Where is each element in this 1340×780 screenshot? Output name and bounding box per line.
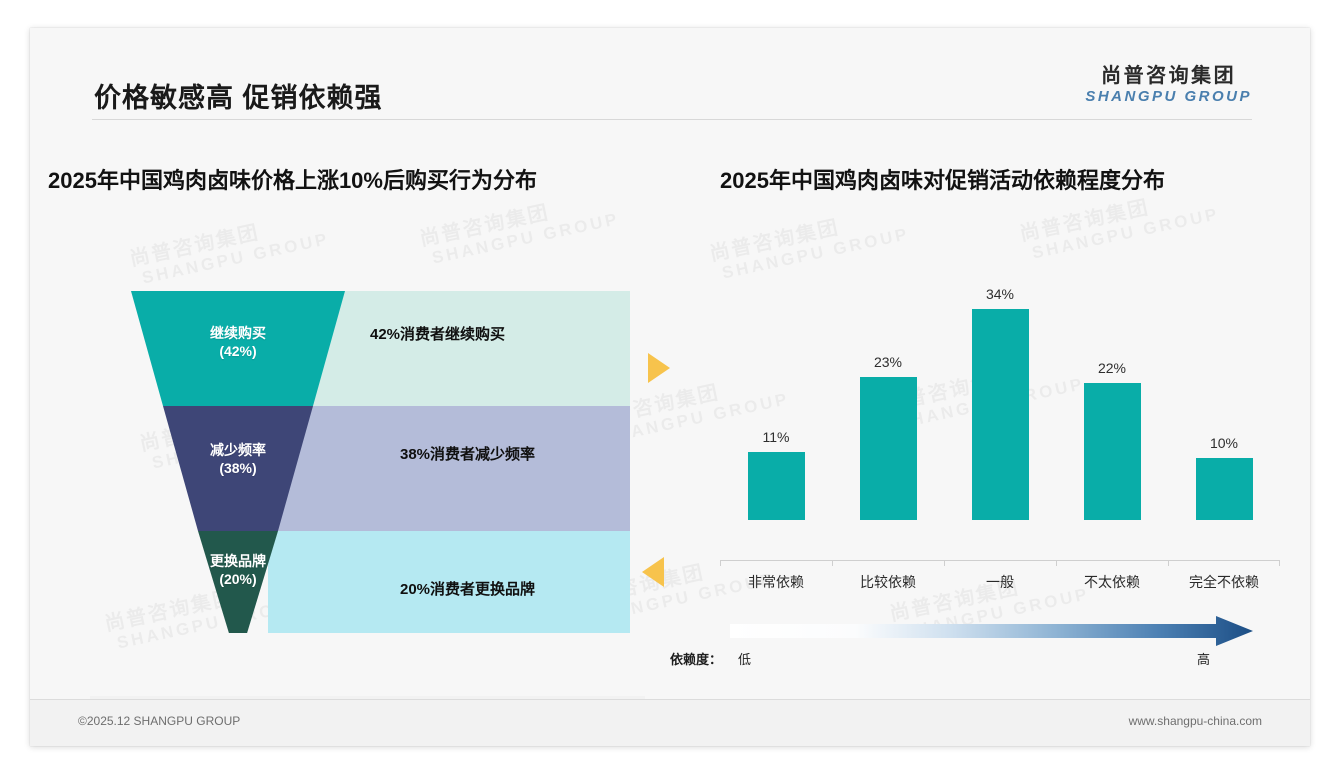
play-triangle-right-icon xyxy=(648,353,670,383)
funnel-svg xyxy=(131,291,630,633)
bar-column[interactable]: 10% xyxy=(1168,435,1280,520)
logo-chinese-text: 尚普咨询集团 xyxy=(1101,65,1237,87)
bar-category-label: 完全不依赖 xyxy=(1189,574,1259,590)
watermark-en: SHANGPU GROUP xyxy=(1030,205,1221,263)
slide-footer: ©2025.12 SHANGPU GROUP www.shangpu-china… xyxy=(30,699,1310,746)
funnel-panel-3 xyxy=(268,531,630,633)
gradient-arrow-icon xyxy=(730,616,1253,646)
left-chart-title: 2025年中国鸡肉卤味价格上涨10%后购买行为分布 xyxy=(48,168,537,193)
bar-column[interactable]: 34% xyxy=(944,286,1056,520)
bar-rect[interactable] xyxy=(859,377,917,520)
bar-column[interactable]: 11% xyxy=(720,429,832,520)
bar-value-label: 10% xyxy=(1209,435,1239,451)
axis-tick xyxy=(720,560,721,566)
bar-value-label: 11% xyxy=(762,429,790,445)
watermark-en: SHANGPU GROUP xyxy=(720,225,911,283)
dependency-legend: 依赖度： 低 高 xyxy=(670,616,1280,678)
website-link[interactable]: www.shangpu-china.com xyxy=(1128,714,1262,728)
legend-low-label: 低 xyxy=(738,652,752,667)
bar-rect[interactable] xyxy=(1195,458,1253,520)
funnel-side-label-3: 20%消费者更换品牌 xyxy=(400,581,536,598)
bar-chart: 11% 23% 34% 22% 10% 非常依赖 比较依赖 一般 不太 xyxy=(720,286,1280,602)
bar-value-label: 23% xyxy=(873,354,903,370)
funnel-side-label-1: 42%消费者继续购买 xyxy=(370,326,506,343)
bar-rect[interactable] xyxy=(1083,383,1141,520)
slide-header: 价格敏感高 促销依赖强 尚普咨询集团 SHANGPU GROUP xyxy=(30,28,1310,120)
play-triangle-left-icon xyxy=(642,557,664,587)
funnel-segment-2-label: 减少频率 (38%) xyxy=(210,442,266,476)
funnel-panel-2 xyxy=(268,406,630,531)
right-chart-title: 2025年中国鸡肉卤味对促销活动依赖程度分布 xyxy=(720,168,1165,193)
axis-tick xyxy=(832,560,833,566)
axis-tick xyxy=(1168,560,1169,566)
bar-plot-area: 11% 23% 34% 22% 10% 非常依赖 比较依赖 一般 不太 xyxy=(720,286,1280,590)
logo-english-text: SHANGPU GROUP xyxy=(1085,88,1252,105)
funnel-side-label-2: 38%消费者减少频率 xyxy=(400,446,536,463)
legend-caption: 依赖度： xyxy=(670,652,723,667)
bar-value-label: 22% xyxy=(1097,360,1127,376)
axis-tick xyxy=(1279,560,1280,566)
bar-category-label: 一般 xyxy=(986,574,1014,590)
axis-tick xyxy=(944,560,945,566)
brand-logo: 尚普咨询集团 SHANGPU GROUP xyxy=(1085,66,1252,105)
funnel-segment-1-label: 继续购买 (42%) xyxy=(210,325,266,359)
copyright-text: ©2025.12 SHANGPU GROUP xyxy=(78,714,241,728)
bar-column[interactable]: 23% xyxy=(832,354,944,520)
bar-rect[interactable] xyxy=(971,309,1029,520)
funnel-segment-3 xyxy=(198,531,278,633)
watermark-cn: 尚普咨询集团 xyxy=(708,203,907,266)
funnel-segment-1 xyxy=(131,291,345,406)
funnel-segment-2 xyxy=(163,406,313,531)
bar-column[interactable]: 22% xyxy=(1056,360,1168,520)
funnel-chart: 继续购买 (42%) 减少频率 (38%) 更换品牌 (20%) 42%消费者继… xyxy=(48,233,648,633)
legend-high-label: 高 xyxy=(1197,652,1211,667)
bar-rect[interactable] xyxy=(747,452,805,520)
axis-tick xyxy=(1056,560,1057,566)
bar-category-label: 非常依赖 xyxy=(748,574,804,590)
page-title: 价格敏感高 促销依赖强 xyxy=(94,83,383,113)
header-divider xyxy=(92,119,1252,120)
bar-category-label: 不太依赖 xyxy=(1084,574,1140,590)
funnel-segment-3-label: 更换品牌 (20%) xyxy=(210,553,266,587)
bar-axis-line xyxy=(720,560,1280,561)
bar-category-label: 比较依赖 xyxy=(860,574,916,590)
bar-value-label: 34% xyxy=(985,286,1015,302)
